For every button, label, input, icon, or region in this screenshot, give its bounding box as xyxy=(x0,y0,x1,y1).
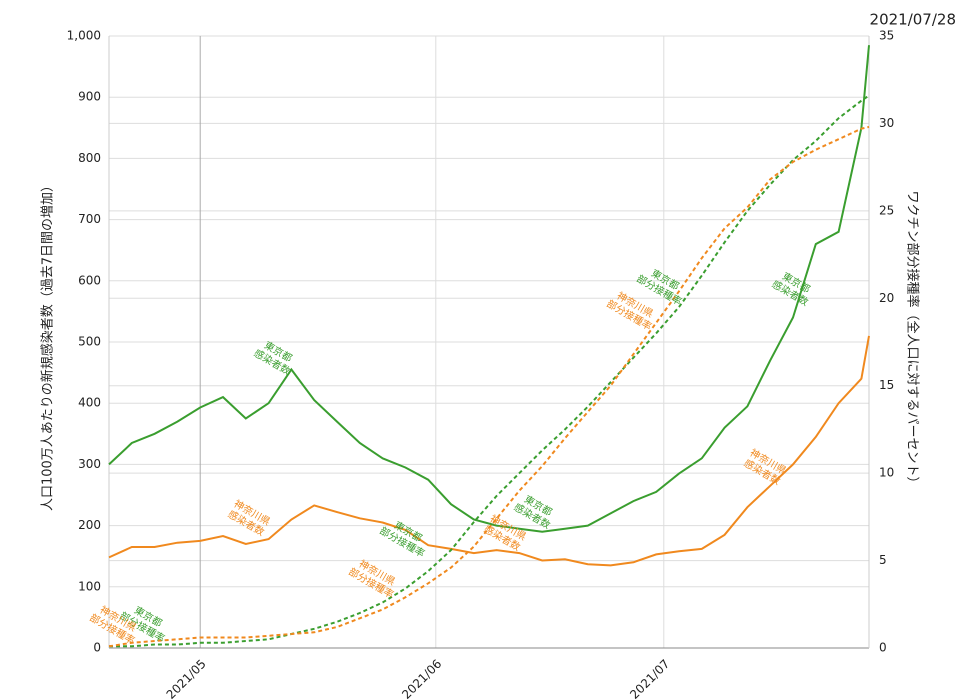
chart-title: 2021/07/28 xyxy=(870,11,956,29)
annotation: 神奈川県感染者数 xyxy=(742,446,789,488)
x-tick-label: 2021/05 xyxy=(164,657,209,700)
y-tick-label: 600 xyxy=(78,273,101,287)
y-tick-label: 700 xyxy=(78,212,101,226)
line-series xyxy=(108,335,870,567)
annotation: 東京都部分接種率 xyxy=(377,513,433,560)
y2-tick-label: 30 xyxy=(879,116,894,130)
y2-tick-label: 0 xyxy=(879,641,887,655)
annotation: 神奈川県感染者数 xyxy=(226,497,273,539)
y2-tick-label: 5 xyxy=(879,553,887,567)
y-tick-label: 800 xyxy=(78,151,101,165)
y-tick-label: 400 xyxy=(78,396,101,410)
y-tick-label: 1,000 xyxy=(67,29,101,43)
y-tick-label: 0 xyxy=(93,641,101,655)
y2-tick-label: 15 xyxy=(879,378,894,392)
x-tick-label: 2021/07 xyxy=(627,657,672,700)
annotation: 神奈川県部分接種率 xyxy=(346,554,402,601)
y-tick-label: 300 xyxy=(78,457,101,471)
line-series xyxy=(108,125,870,648)
annotation: 神奈川県部分接種率 xyxy=(604,286,660,333)
line-series xyxy=(109,94,870,648)
y-tick-label: 900 xyxy=(78,90,101,104)
x-tick-label: 2021/06 xyxy=(399,657,444,700)
y2-axis-label: ワクチン部分接種率（全人口に対するパーセント） xyxy=(905,190,921,489)
y2-tick-label: 35 xyxy=(879,29,894,43)
line-series xyxy=(108,45,870,533)
annotation: 東京都感染者数 xyxy=(770,267,817,309)
y-tick-label: 200 xyxy=(78,518,101,532)
annotation: 東京都部分接種率 xyxy=(634,261,690,308)
y2-tick-label: 20 xyxy=(879,291,894,305)
y-axis-label: 人口100万人あたりの新規感染者数（過去7日間の増加） xyxy=(40,179,56,511)
annotation: 神奈川県感染者数 xyxy=(482,512,529,554)
y2-tick-label: 10 xyxy=(879,466,894,480)
y2-tick-label: 25 xyxy=(879,203,894,217)
y-tick-label: 500 xyxy=(78,335,101,349)
y-tick-label: 100 xyxy=(78,579,101,593)
